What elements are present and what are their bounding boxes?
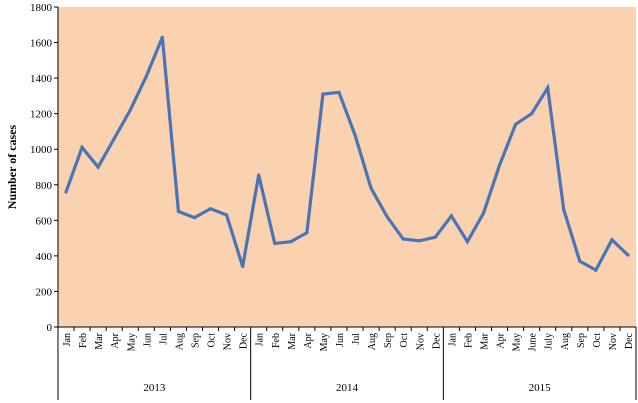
series-line [64,36,630,273]
month-label: Jun [335,333,346,347]
data-point [241,264,245,269]
month-label: Jan [255,333,266,346]
data-point [546,86,550,90]
month-label: Dec [431,332,442,349]
data-point [273,241,277,246]
month-label: Aug [174,333,185,350]
y-tick-label: 800 [36,180,53,192]
month-label: May [512,333,523,351]
data-point [96,165,100,169]
month-label: May [126,333,137,351]
data-point [257,173,261,177]
data-point [369,186,373,190]
month-label: July [544,333,555,350]
data-point [192,216,197,220]
month-label: Feb [463,333,474,348]
y-tick-label: 200 [36,286,53,298]
month-label: Mar [479,332,490,349]
month-label: June [528,332,539,351]
y-tick-label: 400 [36,251,53,263]
month-label: Jan [447,333,458,346]
data-point [594,268,598,272]
month-label: Aug [367,333,378,350]
data-point [481,211,486,215]
y-tick-label: 600 [36,215,53,227]
y-axis-title: Number of cases [5,124,19,209]
data-point [176,209,181,214]
month-label: Apr [110,332,121,348]
month-label: Dec [239,332,250,349]
month-label: Aug [560,333,571,350]
y-tick-label: 1800 [30,2,53,14]
month-label: Jan [62,333,73,346]
y-tick-label: 1200 [30,109,53,121]
data-point [305,231,309,235]
y-axis: 0 200 400 600 800 1000 1200 1400 1600 1800 [30,2,59,334]
month-label: Jun [142,333,153,347]
month-label: Oct [592,333,603,348]
data-point [128,108,132,112]
series-group [64,35,630,273]
y-tick-label: 1600 [30,38,53,50]
data-point [289,240,293,244]
month-label: Apr [303,332,314,348]
month-label: Sep [576,333,587,348]
month-label: Mar [287,332,298,349]
data-point [610,238,614,242]
data-point [337,90,341,94]
data-point [449,214,453,218]
month-label: Apr [496,332,507,348]
month-label: Jul [158,333,169,345]
month-label: Oct [399,333,410,348]
data-point [224,213,229,217]
month-label: Sep [383,333,394,348]
month-label: Feb [271,333,282,348]
data-point [433,235,437,239]
data-point [112,136,116,141]
year-label: 2013 [143,382,166,394]
month-label: Jul [351,333,362,345]
data-point [562,208,566,212]
data-point [497,163,502,167]
y-tick-label: 1400 [30,73,53,85]
year-label: 2014 [336,382,359,394]
data-point [144,74,148,78]
data-point [578,259,582,263]
month-label: Nov [415,333,426,350]
month-label: Oct [207,333,218,348]
data-point [208,207,213,211]
month-label: Feb [78,333,89,348]
month-label: Mar [94,332,105,349]
data-point [321,92,325,96]
month-label: Dec [624,332,635,349]
data-point [160,35,164,39]
plot-area-background [58,7,636,327]
y-tick-label: 0 [47,322,53,334]
data-point [417,239,421,243]
y-tick-label: 1000 [30,144,53,156]
data-point [64,190,68,194]
month-label: Nov [608,333,619,350]
data-point [353,133,357,137]
month-label: May [319,333,330,351]
data-point [513,122,518,126]
data-point [385,215,389,219]
month-label: Sep [190,333,201,348]
data-point [530,112,534,116]
data-point [401,237,405,241]
x-axis: Jan Feb Mar Apr May Jun Jul Aug Sep Oct Nov Dec Jan F… [57,326,637,400]
data-point [626,253,630,257]
year-label: 2015 [529,382,552,394]
data-point [465,240,470,244]
month-label: Nov [223,333,234,350]
data-point [80,145,84,150]
